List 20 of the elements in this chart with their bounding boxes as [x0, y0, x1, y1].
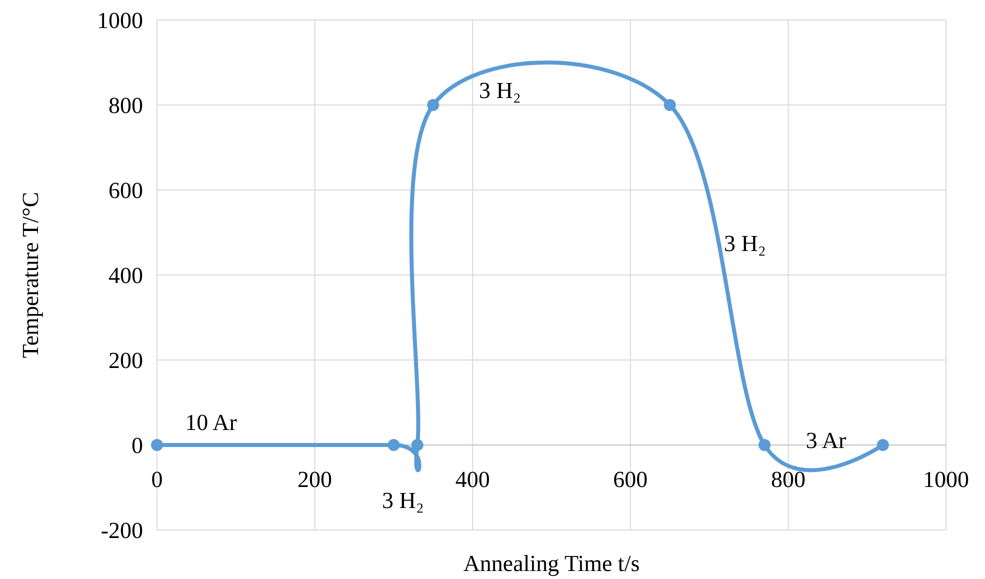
y-tick-label: 600 [108, 178, 143, 204]
annotation: 3 Ar [806, 428, 846, 454]
x-tick-label: 600 [613, 467, 648, 492]
y-tick-label: 0 [132, 433, 143, 458]
x-tick-label: 200 [298, 467, 332, 492]
y-tick-label: 400 [108, 263, 143, 288]
x-tick-label: 400 [455, 467, 490, 492]
annotation: 3 H₂ [724, 231, 766, 256]
annotation: 3 H₂ [479, 78, 521, 104]
y-axis-title: Temperature T/°C [18, 192, 43, 358]
annotation: 3 H₂ [382, 488, 424, 514]
y-tick-label: 800 [108, 93, 143, 118]
annotation: 10 Ar [185, 410, 238, 436]
x-tick-label: 1000 [923, 467, 969, 492]
x-axis-title: Annealing Time t/s [463, 551, 640, 576]
x-tick-label: 800 [770, 467, 806, 492]
x-tick-label: 0 [151, 467, 163, 492]
y-tick-label: -200 [100, 518, 143, 544]
y-tick-label: 200 [108, 348, 143, 374]
y-tick-label: 1000 [97, 8, 143, 34]
